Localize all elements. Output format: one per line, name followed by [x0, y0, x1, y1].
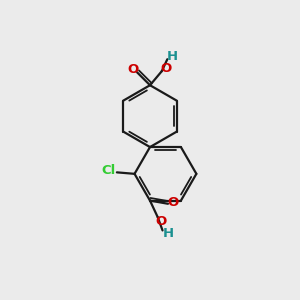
Text: O: O	[160, 62, 172, 75]
Text: O: O	[167, 196, 178, 208]
Text: H: H	[167, 50, 178, 63]
Text: O: O	[155, 215, 166, 228]
Text: Cl: Cl	[101, 164, 116, 177]
Text: H: H	[162, 227, 173, 240]
Text: O: O	[127, 64, 139, 76]
